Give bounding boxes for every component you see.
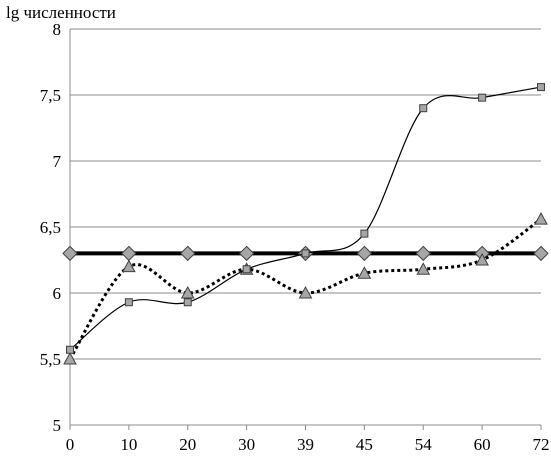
data-point-diamond [62, 245, 78, 262]
data-point-triangle [416, 262, 431, 275]
series-triangle [63, 212, 548, 365]
data-point-square [419, 104, 428, 113]
data-point-square [124, 298, 133, 307]
data-point-diamond [533, 245, 549, 262]
x-tick-label: 39 [297, 435, 314, 454]
y-axis-label: lg численности [6, 3, 116, 22]
y-tick-label: 8 [53, 20, 62, 39]
data-point-triangle [298, 285, 313, 299]
data-point-square [360, 229, 369, 238]
y-tick-label: 5 [53, 416, 62, 435]
data-point-diamond [415, 245, 431, 262]
data-point-triangle [63, 351, 77, 365]
data-point-square [301, 249, 310, 258]
data-point-triangle [180, 285, 195, 299]
x-tick-label: 45 [356, 435, 373, 454]
data-point-diamond [121, 245, 137, 262]
data-point-square [242, 265, 251, 274]
y-tick-label: 5,5 [40, 350, 61, 369]
tick-labels: 5 5,5 6 6,5 7 7,5 8 0 10 20 30 39 45 54 60 72 [40, 20, 550, 454]
data-point-triangle [357, 266, 372, 279]
x-tick-label: 60 [474, 435, 491, 454]
data-point-square [66, 345, 74, 354]
y-tick-label: 6 [53, 284, 62, 303]
data-point-square [183, 298, 192, 307]
gridlines [70, 28, 541, 426]
y-tick-label: 6,5 [40, 218, 61, 237]
data-point-square [537, 83, 545, 92]
x-tick-label: 20 [179, 435, 196, 454]
series-line-square [69, 86, 542, 351]
data-point-triangle [534, 212, 548, 225]
data-point-triangle [475, 252, 489, 266]
x-tick-label: 30 [238, 435, 255, 454]
axes [69, 29, 542, 430]
series-square [66, 83, 545, 354]
x-tick-label: 0 [66, 435, 75, 454]
y-tick-label: 7 [53, 152, 62, 171]
series-line-triangle [68, 217, 542, 360]
data-point-diamond [356, 245, 373, 262]
x-tick-label: 72 [533, 435, 550, 454]
series [62, 83, 549, 365]
data-point-diamond [180, 245, 196, 262]
x-tick-label: 10 [120, 435, 137, 454]
x-tick-label: 54 [415, 435, 433, 454]
data-point-triangle [122, 259, 136, 273]
data-point-square [478, 93, 487, 102]
data-point-diamond [238, 245, 255, 262]
y-tick-label: 7,5 [40, 86, 61, 105]
